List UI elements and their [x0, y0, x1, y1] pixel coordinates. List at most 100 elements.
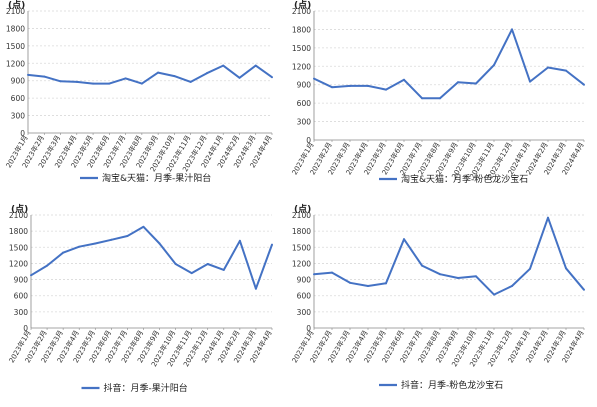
data-point: [403, 238, 405, 241]
y-tick-label: 1200: [9, 259, 28, 268]
y-tick-label: 1800: [6, 24, 25, 33]
data-point: [46, 264, 49, 267]
y-tick-label: 1500: [292, 243, 311, 252]
unit-label: (点): [294, 0, 311, 11]
data-point: [205, 72, 208, 75]
data-point: [189, 80, 192, 83]
data-point: [475, 82, 477, 85]
chart-3: (点)030060090012001500180021002023年1月2023…: [7, 203, 274, 394]
y-tick-label: 900: [14, 276, 29, 285]
legend-label: 淘宝&天猫：月季-粉色龙沙宝石: [401, 173, 528, 185]
y-tick-label: 600: [297, 292, 312, 301]
data-point: [110, 238, 113, 241]
data-point: [457, 81, 459, 84]
y-tick-label: 900: [297, 81, 312, 90]
y-tick-label: 0: [20, 129, 25, 138]
chart-1: (点)030060090012001500180021002023年1月2023…: [4, 0, 274, 184]
data-point: [140, 82, 143, 85]
y-tick-label: 1800: [292, 227, 311, 236]
data-point: [385, 88, 387, 91]
data-point: [547, 66, 549, 69]
data-point: [547, 216, 549, 219]
y-tick-label: 1500: [6, 42, 25, 51]
series-line: [27, 64, 273, 85]
series-line: [313, 28, 585, 100]
data-point: [238, 239, 241, 242]
data-point: [475, 275, 477, 278]
y-tick-label: 1200: [292, 259, 311, 268]
data-point: [403, 78, 405, 81]
data-point: [75, 80, 78, 83]
data-point: [511, 28, 513, 31]
y-tick-label: 1500: [292, 44, 311, 53]
data-point: [206, 262, 209, 265]
data-point: [493, 293, 495, 296]
y-tick-label: 2100: [292, 211, 311, 220]
data-point: [27, 73, 29, 76]
data-point: [367, 285, 369, 288]
data-point: [583, 288, 585, 291]
unit-label: (点): [11, 203, 28, 215]
chart-2: (点)030060090012001500180021002023年1月2023…: [290, 0, 586, 185]
data-point: [349, 84, 351, 87]
data-point: [190, 272, 193, 275]
chart-4: (点)030060090012001500180021002023年1月2023…: [290, 203, 586, 391]
y-tick-label: 300: [297, 118, 312, 127]
y-tick-label: 1200: [292, 62, 311, 71]
data-point: [43, 75, 46, 78]
data-point: [92, 82, 95, 85]
legend-label: 淘宝&天猫：月季-果汁阳台: [102, 172, 211, 184]
y-tick-label: 300: [297, 308, 312, 317]
data-point: [457, 276, 459, 279]
data-point: [529, 267, 531, 270]
y-tick-label: 300: [14, 308, 29, 317]
data-point: [367, 84, 369, 87]
data-point: [331, 271, 333, 274]
y-tick-label: 0: [306, 324, 311, 333]
data-point: [313, 273, 315, 276]
data-point: [254, 287, 257, 290]
y-tick-label: 2100: [9, 211, 28, 220]
data-point: [94, 242, 97, 245]
y-tick-label: 600: [14, 292, 29, 301]
data-point: [222, 64, 225, 67]
data-point: [271, 76, 273, 79]
y-tick-label: 600: [11, 94, 26, 103]
data-point: [439, 273, 441, 276]
data-point: [313, 77, 315, 80]
y-tick-label: 0: [306, 136, 311, 145]
data-point: [30, 274, 32, 277]
data-point: [565, 267, 567, 270]
y-tick-label: 2100: [6, 7, 25, 16]
data-point: [271, 243, 273, 246]
data-point: [331, 86, 333, 89]
data-point: [78, 245, 81, 248]
data-point: [108, 82, 111, 85]
data-point: [157, 71, 160, 74]
data-point: [583, 83, 585, 86]
data-point: [421, 264, 423, 267]
data-point: [174, 262, 177, 265]
data-point: [124, 77, 127, 80]
data-point: [565, 69, 567, 72]
unit-label: (点): [294, 203, 311, 215]
y-tick-label: 0: [23, 324, 28, 333]
y-tick-label: 1200: [6, 59, 25, 68]
y-tick-label: 300: [11, 112, 26, 121]
data-point: [421, 97, 423, 100]
y-tick-label: 900: [297, 276, 312, 285]
data-point: [126, 234, 129, 237]
y-tick-label: 900: [11, 77, 26, 86]
data-point: [62, 251, 65, 254]
unit-label: (点): [8, 0, 25, 11]
legend-label: 抖音：月季-果汁阳台: [104, 382, 188, 394]
series-line: [30, 225, 273, 290]
data-point: [254, 64, 257, 67]
data-point: [493, 64, 495, 67]
data-point: [385, 282, 387, 285]
y-tick-label: 1800: [9, 227, 28, 236]
series-line: [313, 216, 585, 296]
data-point: [158, 242, 161, 245]
y-tick-label: 600: [297, 99, 312, 108]
